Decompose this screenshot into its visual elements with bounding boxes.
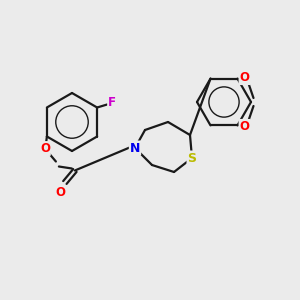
Text: O: O — [40, 142, 50, 155]
Text: O: O — [55, 186, 65, 199]
Text: O: O — [239, 71, 250, 84]
Text: S: S — [188, 152, 196, 164]
Text: O: O — [239, 120, 250, 133]
Text: F: F — [108, 96, 116, 109]
Text: N: N — [130, 142, 140, 154]
